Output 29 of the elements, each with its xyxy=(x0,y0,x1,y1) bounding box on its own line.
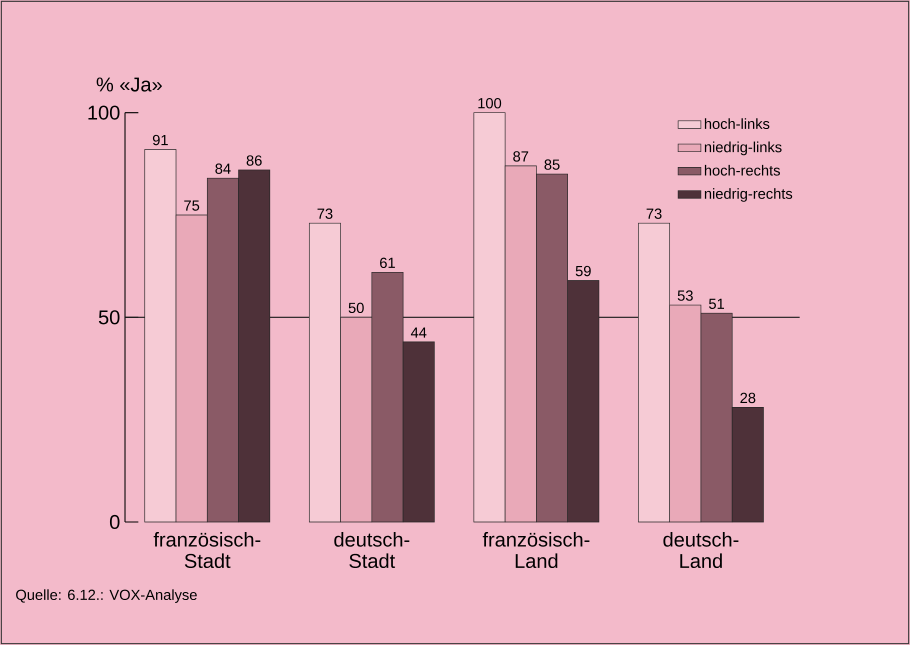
data-label: 91 xyxy=(152,134,168,146)
x-tick-label: französisch- Stadt xyxy=(154,532,260,568)
legend-label: hoch-rechts xyxy=(704,164,780,176)
data-label: 53 xyxy=(678,290,693,301)
data-label: 73 xyxy=(646,208,662,219)
source-note: Quelle: 6.12.: VOX-Analyse xyxy=(16,589,197,603)
legend-label: hoch-links xyxy=(704,118,770,130)
legend-label: niedrig-rechts xyxy=(704,188,792,202)
data-label: 61 xyxy=(380,258,395,268)
data-label: 44 xyxy=(410,328,426,338)
y-axis-title: % «Ja» xyxy=(96,78,162,92)
y-tick-label: 50 xyxy=(98,310,120,324)
data-label: 85 xyxy=(544,159,560,170)
data-label: 50 xyxy=(348,302,364,314)
x-tick-label: deutsch- Stadt xyxy=(334,532,410,568)
data-label: 73 xyxy=(318,208,332,219)
data-label: 59 xyxy=(576,266,591,276)
data-label: 84 xyxy=(215,164,231,174)
y-tick-label: 100 xyxy=(88,106,120,120)
data-label: 28 xyxy=(740,392,756,404)
legend-label: niedrig-links xyxy=(704,142,782,156)
x-tick-label: deutsch- Land xyxy=(663,532,738,568)
y-tick-label: 0 xyxy=(110,514,120,530)
data-label: 75 xyxy=(184,200,200,211)
data-label: 100 xyxy=(478,98,502,108)
data-label: 86 xyxy=(246,155,262,166)
data-label: 87 xyxy=(513,151,528,162)
x-tick-label: französisch- Land xyxy=(482,532,590,568)
data-label: 51 xyxy=(709,298,724,309)
